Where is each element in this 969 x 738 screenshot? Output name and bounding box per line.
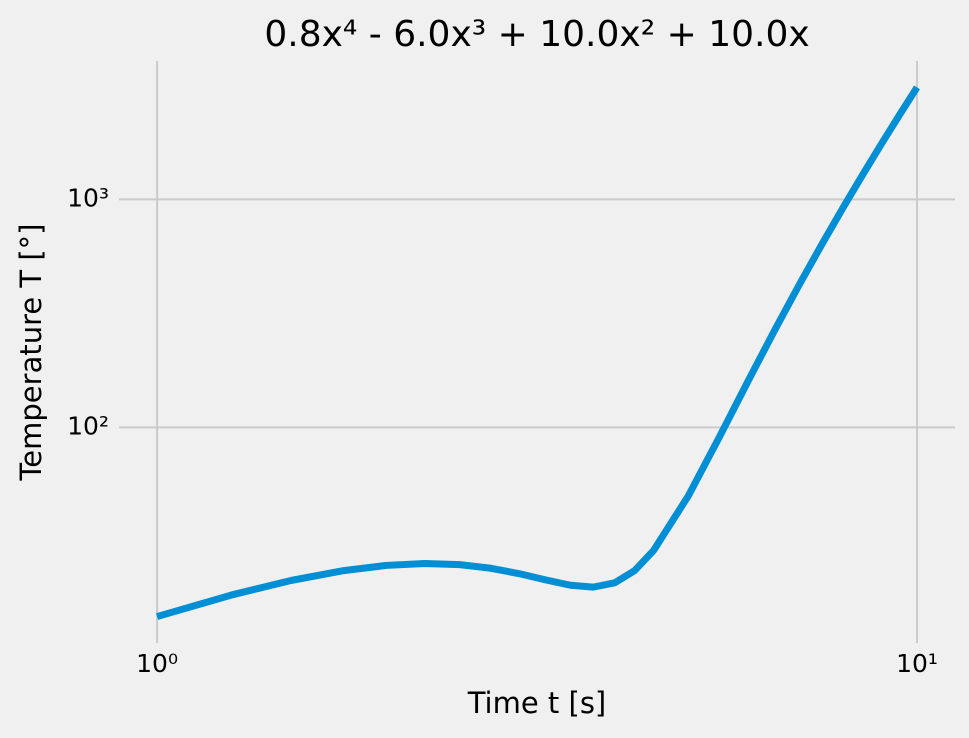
x-tick-label: 10⁰ [136, 649, 178, 678]
x-axis-label: Time t [s] [467, 686, 607, 720]
chart-title: 0.8x⁴ - 6.0x³ + 10.0x² + 10.0x [264, 14, 809, 55]
line [156, 85, 920, 620]
y-tick-label: 10² [67, 411, 109, 440]
x-tick-label: 10¹ [896, 649, 938, 678]
y-tick-label: 10³ [67, 183, 109, 212]
y-axis-label: Temperature T [°] [14, 224, 48, 482]
